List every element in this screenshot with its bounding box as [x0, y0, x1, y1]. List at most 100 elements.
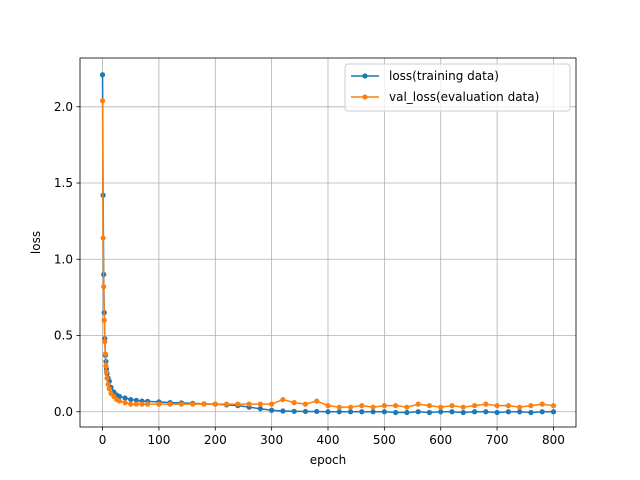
data-point [280, 408, 286, 414]
data-point [336, 404, 342, 410]
data-point [280, 396, 286, 403]
data-point [102, 351, 108, 357]
data-point [381, 409, 387, 415]
data-point [103, 369, 110, 375]
data-point [528, 409, 534, 416]
data-point [550, 403, 557, 409]
data-point [517, 404, 523, 410]
data-point [190, 401, 196, 407]
data-point [302, 408, 309, 415]
data-point [128, 396, 134, 403]
data-point [257, 406, 263, 412]
data-point [133, 397, 139, 403]
data-point [550, 409, 557, 415]
x-tick-label: 100 [147, 433, 170, 447]
data-point [246, 401, 252, 407]
data-point [426, 403, 433, 409]
data-point [505, 403, 511, 409]
series-layer [99, 72, 557, 416]
data-point [460, 404, 466, 410]
data-point [99, 72, 106, 78]
x-tick-label: 400 [317, 433, 340, 447]
legend-swatch-marker [362, 94, 368, 100]
data-point [133, 401, 139, 407]
data-point [438, 404, 444, 410]
data-point [460, 409, 466, 416]
data-point [539, 401, 545, 407]
data-point [404, 404, 410, 410]
data-point [370, 409, 376, 415]
data-point [106, 386, 112, 392]
data-point [122, 395, 128, 401]
data-point [122, 400, 128, 406]
data-point [101, 284, 107, 290]
data-point [128, 401, 134, 407]
y-tick-label: 0.0 [54, 405, 73, 419]
x-axis-label: epoch [310, 453, 347, 467]
legend-label: loss(training data) [389, 69, 499, 83]
data-point [178, 401, 185, 407]
data-point [325, 403, 331, 409]
data-point [314, 398, 320, 404]
legend: loss(training data) val_loss(evaluation d… [344, 63, 571, 112]
data-point [269, 401, 275, 407]
x-tick-label: 700 [486, 433, 509, 447]
data-point [494, 409, 500, 416]
data-point [528, 403, 534, 409]
data-point [415, 401, 421, 407]
legend-label: val_loss(evaluation data) [389, 90, 539, 104]
data-point [415, 409, 421, 415]
data-point [370, 404, 376, 410]
data-point [291, 400, 297, 406]
data-point [505, 409, 511, 415]
data-point [325, 409, 331, 415]
x-tick-label: 300 [260, 433, 283, 447]
data-point [426, 409, 433, 416]
x-tick-label: 500 [373, 433, 396, 447]
data-point [223, 401, 230, 407]
data-point [257, 401, 263, 407]
data-point [101, 317, 107, 323]
data-point [167, 401, 173, 407]
data-point [347, 409, 354, 415]
data-point [438, 409, 444, 415]
data-point [494, 403, 500, 409]
data-point [99, 98, 106, 104]
data-point [103, 363, 109, 369]
x-tick-label: 600 [429, 433, 452, 447]
x-tick-label: 800 [542, 433, 565, 447]
data-point [201, 401, 207, 407]
y-tick-label: 0.5 [54, 329, 73, 343]
data-point [471, 409, 478, 415]
data-point [359, 403, 365, 409]
data-point [517, 409, 523, 415]
data-point [100, 235, 106, 241]
axis-ticks: 0 100 200 300 400 500 600 700 800 0.0 0.5 1.0 1.5 2.0 [54, 100, 565, 447]
data-point [116, 398, 123, 404]
data-point [393, 409, 399, 416]
data-point [302, 401, 309, 407]
data-point [104, 375, 110, 381]
y-tick-label: 1.0 [54, 252, 73, 266]
data-point [156, 401, 162, 407]
grid-lines [80, 58, 576, 427]
data-point [471, 403, 478, 409]
data-point [314, 408, 320, 415]
data-point [539, 409, 545, 415]
data-point [381, 403, 387, 409]
series-1 [99, 98, 557, 410]
data-point [347, 404, 354, 410]
y-tick-label: 2.0 [54, 100, 73, 114]
data-point [145, 401, 151, 407]
data-point [449, 403, 455, 409]
data-point [483, 401, 489, 407]
data-point [404, 409, 410, 416]
data-point [102, 339, 108, 345]
data-point [291, 408, 297, 414]
legend-swatch-marker [362, 73, 368, 79]
data-point [139, 401, 145, 407]
data-point [105, 381, 111, 387]
data-point [359, 409, 365, 415]
data-point [393, 403, 399, 409]
